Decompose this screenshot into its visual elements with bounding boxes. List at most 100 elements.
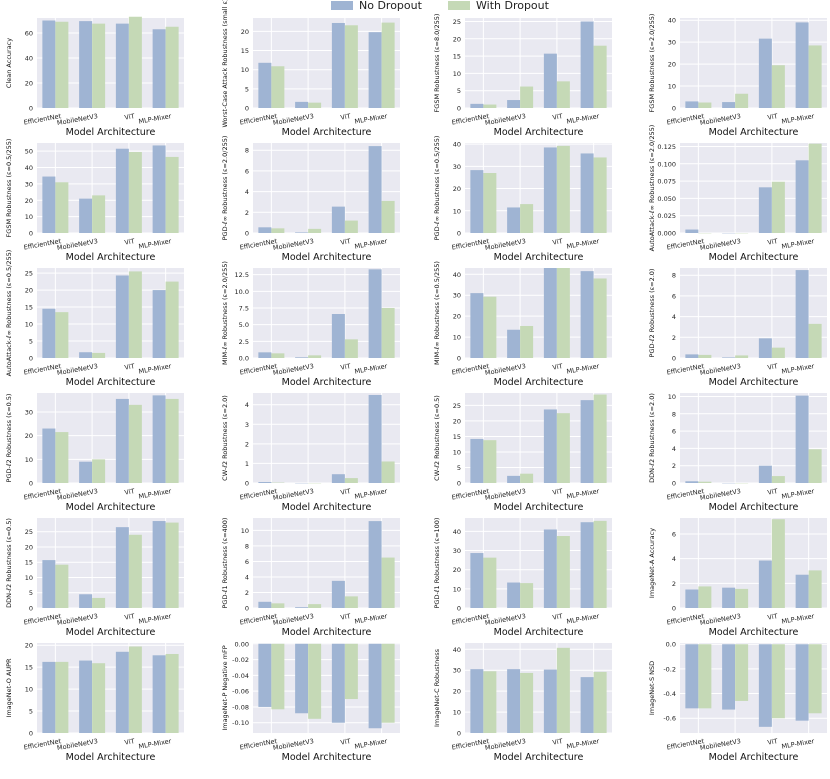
bar-no-dropout bbox=[470, 438, 484, 483]
bar-no-dropout bbox=[543, 53, 557, 108]
ytick-label: 0 bbox=[457, 355, 461, 363]
y-axis-label: ImageNet-S NSD bbox=[648, 661, 656, 715]
x-axis-label: Model Architecture bbox=[66, 252, 156, 263]
xtick-label: MLP-Mixer bbox=[781, 487, 815, 501]
bar-no-dropout bbox=[115, 398, 129, 483]
y-axis-label: PGD-ℓ∞ Robustness (ε=0.5/255) bbox=[433, 136, 441, 241]
bar-no-dropout bbox=[580, 400, 594, 483]
bar-no-dropout bbox=[470, 553, 484, 608]
x-axis-label: Model Architecture bbox=[66, 127, 156, 138]
xtick-label: MobileNetV3 bbox=[56, 487, 98, 502]
bar-with-dropout bbox=[520, 86, 534, 108]
ytick-label: 2.5 bbox=[239, 338, 249, 346]
ytick-label: 0.050 bbox=[657, 195, 676, 203]
xtick-label: MLP-Mixer bbox=[566, 487, 600, 501]
xtick-label: ViT bbox=[340, 737, 351, 747]
xtick-label: MLP-Mixer bbox=[354, 112, 388, 126]
bar-with-dropout bbox=[344, 478, 358, 483]
bar-with-dropout bbox=[556, 413, 570, 483]
y-axis-label: ImageNet-A Accuracy bbox=[648, 528, 656, 598]
bar-no-dropout bbox=[722, 102, 736, 108]
xtick-label: MLP-Mixer bbox=[354, 487, 388, 501]
legend-swatch-no-dropout bbox=[331, 0, 353, 10]
bar-no-dropout bbox=[685, 644, 699, 709]
xtick-label: ViT bbox=[124, 237, 135, 247]
ytick-label: 4 bbox=[672, 313, 676, 321]
ytick-label: 10 bbox=[453, 207, 461, 215]
bar-no-dropout bbox=[79, 660, 93, 733]
bar-no-dropout bbox=[470, 669, 484, 733]
bar-no-dropout bbox=[331, 314, 345, 358]
bar-no-dropout bbox=[115, 23, 129, 108]
ytick-label: 5 bbox=[245, 85, 249, 93]
bar-with-dropout bbox=[735, 588, 749, 608]
bar-no-dropout bbox=[507, 475, 521, 483]
ytick-label: 5 bbox=[457, 464, 461, 472]
bar-no-dropout bbox=[758, 38, 772, 108]
xtick-label: MLP-Mixer bbox=[781, 737, 815, 751]
bar-no-dropout bbox=[722, 357, 736, 358]
bar-no-dropout bbox=[543, 147, 557, 233]
bar-with-dropout bbox=[771, 519, 785, 608]
bar-no-dropout bbox=[580, 153, 594, 233]
xtick-label: MobileNetV3 bbox=[484, 612, 526, 627]
bar-no-dropout bbox=[685, 101, 699, 108]
ytick-label: 0 bbox=[457, 605, 461, 613]
ytick-label: 20 bbox=[668, 61, 676, 69]
bar-with-dropout bbox=[55, 564, 69, 608]
ytick-label: 50 bbox=[25, 148, 33, 156]
y-axis-label: FGSM Robustness (ε=0.5/255) bbox=[5, 139, 13, 238]
xtick-label: MobileNetV3 bbox=[56, 362, 98, 377]
xtick-label: MLP-Mixer bbox=[138, 612, 172, 626]
x-axis-label: Model Architecture bbox=[66, 377, 156, 388]
bar-no-dropout bbox=[295, 643, 309, 714]
x-axis-label: Model Architecture bbox=[282, 127, 372, 138]
bar-no-dropout bbox=[543, 409, 557, 483]
bar-with-dropout bbox=[381, 308, 395, 358]
xtick-label: MobileNetV3 bbox=[484, 237, 526, 252]
xtick-label: ViT bbox=[552, 737, 563, 747]
bar-no-dropout bbox=[79, 21, 93, 108]
bar-with-dropout bbox=[593, 520, 607, 608]
bar-no-dropout bbox=[152, 655, 166, 733]
ytick-label: 30 bbox=[668, 39, 676, 47]
ytick-label: 5.0 bbox=[239, 321, 249, 329]
bar-no-dropout bbox=[368, 394, 382, 483]
ytick-label: 20 bbox=[25, 642, 33, 650]
ytick-label: 4 bbox=[245, 188, 249, 196]
ytick-label: 10 bbox=[241, 527, 249, 535]
xtick-label: MLP-Mixer bbox=[566, 362, 600, 376]
bar-with-dropout bbox=[55, 312, 69, 358]
y-axis-label: Worst-Case Attack Robustness (small ε) bbox=[221, 0, 229, 128]
xtick-label: MLP-Mixer bbox=[354, 362, 388, 376]
xtick-label: MobileNetV3 bbox=[272, 487, 314, 502]
bar-no-dropout bbox=[79, 594, 93, 608]
ytick-label: 0 bbox=[245, 605, 249, 613]
x-axis-label: Model Architecture bbox=[282, 627, 372, 638]
bar-with-dropout bbox=[698, 644, 712, 709]
xtick-label: ViT bbox=[124, 487, 135, 497]
xtick-label: MLP-Mixer bbox=[138, 487, 172, 501]
ytick-label: 4 bbox=[672, 555, 676, 563]
xtick-label: MobileNetV3 bbox=[272, 612, 314, 627]
xtick-label: MobileNetV3 bbox=[272, 737, 314, 752]
ytick-label: 8 bbox=[672, 272, 676, 280]
bar-no-dropout bbox=[470, 103, 484, 108]
bar-with-dropout bbox=[735, 355, 749, 358]
x-axis-label: Model Architecture bbox=[709, 252, 799, 263]
legend-item-no-dropout: No Dropout bbox=[331, 0, 422, 12]
bar-no-dropout bbox=[295, 357, 309, 358]
ytick-label: 20 bbox=[453, 417, 461, 425]
xtick-label: MLP-Mixer bbox=[138, 112, 172, 126]
xtick-label: MobileNetV3 bbox=[484, 112, 526, 127]
bar-no-dropout bbox=[79, 198, 93, 233]
bar-no-dropout bbox=[115, 275, 129, 358]
ytick-label: 15 bbox=[453, 433, 461, 441]
bar-with-dropout bbox=[381, 643, 395, 723]
bar-no-dropout bbox=[795, 270, 809, 358]
x-axis-label: Model Architecture bbox=[282, 752, 372, 763]
x-axis-label: Model Architecture bbox=[494, 502, 584, 513]
